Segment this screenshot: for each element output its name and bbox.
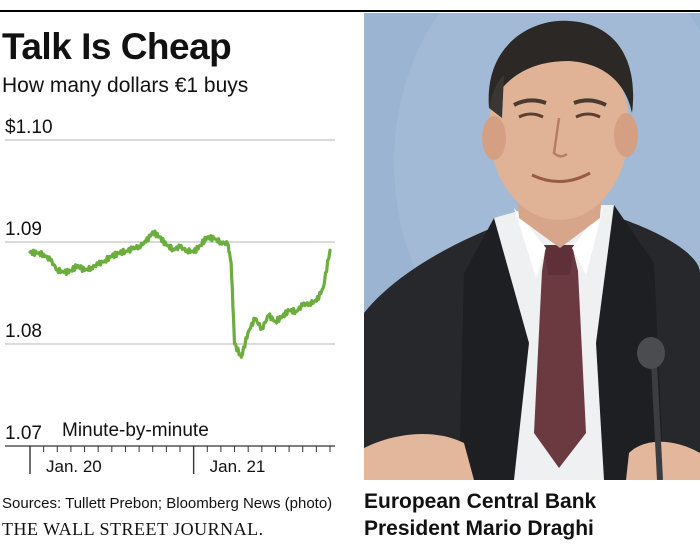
x-tick-label: Jan. 20 — [46, 457, 102, 476]
x-axis: Jan. 20 Jan. 21 — [5, 445, 335, 476]
sources-note: Sources: Tullett Prebon; Bloomberg News … — [2, 495, 333, 512]
photo-caption: European Central Bank President Mario Dr… — [364, 488, 596, 542]
series-line — [28, 229, 332, 359]
draghi-photo — [364, 13, 700, 480]
y-tick-label: 1.08 — [5, 321, 42, 342]
top-rule — [0, 10, 700, 12]
chart-subtitle: How many dollars €1 buys — [2, 74, 249, 97]
chart-annotation: Minute-by-minute — [62, 420, 209, 441]
publisher-logo: THE WALL STREET JOURNAL. — [2, 519, 264, 539]
page-title: Talk Is Cheap — [2, 26, 232, 67]
x-tick-label: Jan. 21 — [210, 457, 266, 476]
exchange-rate-chart: $1.10 1.09 1.08 1.07 Jan. 20 Jan. 21 Minute-… — [5, 117, 335, 476]
y-tick-label: 1.09 — [5, 219, 42, 240]
y-tick-label: $1.10 — [5, 117, 53, 138]
caption-line-1: European Central Bank — [364, 490, 597, 513]
caption-line-2: President Mario Draghi — [364, 517, 594, 540]
y-tick-label: 1.07 — [5, 423, 42, 444]
y-tick-labels: $1.10 1.09 1.08 1.07 — [5, 117, 53, 444]
gridlines — [5, 139, 335, 345]
